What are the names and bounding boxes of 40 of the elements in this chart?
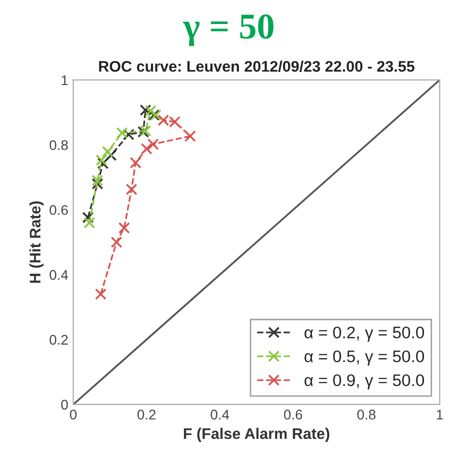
x-axis-title: F (False Alarm Rate) (184, 428, 330, 442)
point (94, 288, 107, 300)
legend-label: α = 0.5, γ = 50.0 (304, 350, 424, 366)
y-axis-title: H (Hit Rate) (29, 201, 44, 283)
point (97, 158, 109, 170)
point (102, 146, 114, 158)
y-tick-label: 0.6 (50, 205, 68, 215)
chart-title: γ = 50 (182, 14, 274, 46)
point (118, 222, 130, 234)
y-tick-label: 0 (61, 400, 68, 410)
x-tick-label: 0.6 (284, 410, 302, 420)
point (122, 128, 134, 140)
y-tick-label: 1 (62, 75, 68, 86)
x-tick-label: 0.2 (137, 410, 156, 420)
point (84, 216, 96, 229)
y-tick-label: 0.2 (50, 334, 68, 345)
point (184, 130, 196, 142)
x-tick-label: 0 (70, 410, 77, 420)
point (105, 149, 117, 162)
point (126, 184, 138, 196)
point (96, 154, 108, 166)
point (137, 126, 150, 138)
point (92, 174, 104, 186)
point (116, 127, 128, 139)
point (144, 105, 156, 117)
point (130, 156, 142, 168)
point (110, 236, 122, 248)
y-tick-label: 0.8 (50, 140, 68, 150)
point (147, 138, 159, 150)
x-tick-label: 0.4 (210, 410, 230, 420)
point (140, 142, 152, 155)
legend-label: α = 0.9, γ = 50.0 (304, 374, 424, 390)
x-tick-label: 0.8 (357, 410, 376, 420)
point (140, 104, 152, 116)
point (92, 178, 104, 190)
legend-label: α = 0.2, γ = 50.0 (304, 326, 424, 342)
point (82, 212, 94, 224)
chart-subtitle: ROC curve: Leuven 2012/09/23 22.00 - 23.55 (99, 60, 414, 72)
x-tick-label: 1 (436, 410, 443, 420)
y-tick-label: 0.4 (50, 270, 68, 280)
